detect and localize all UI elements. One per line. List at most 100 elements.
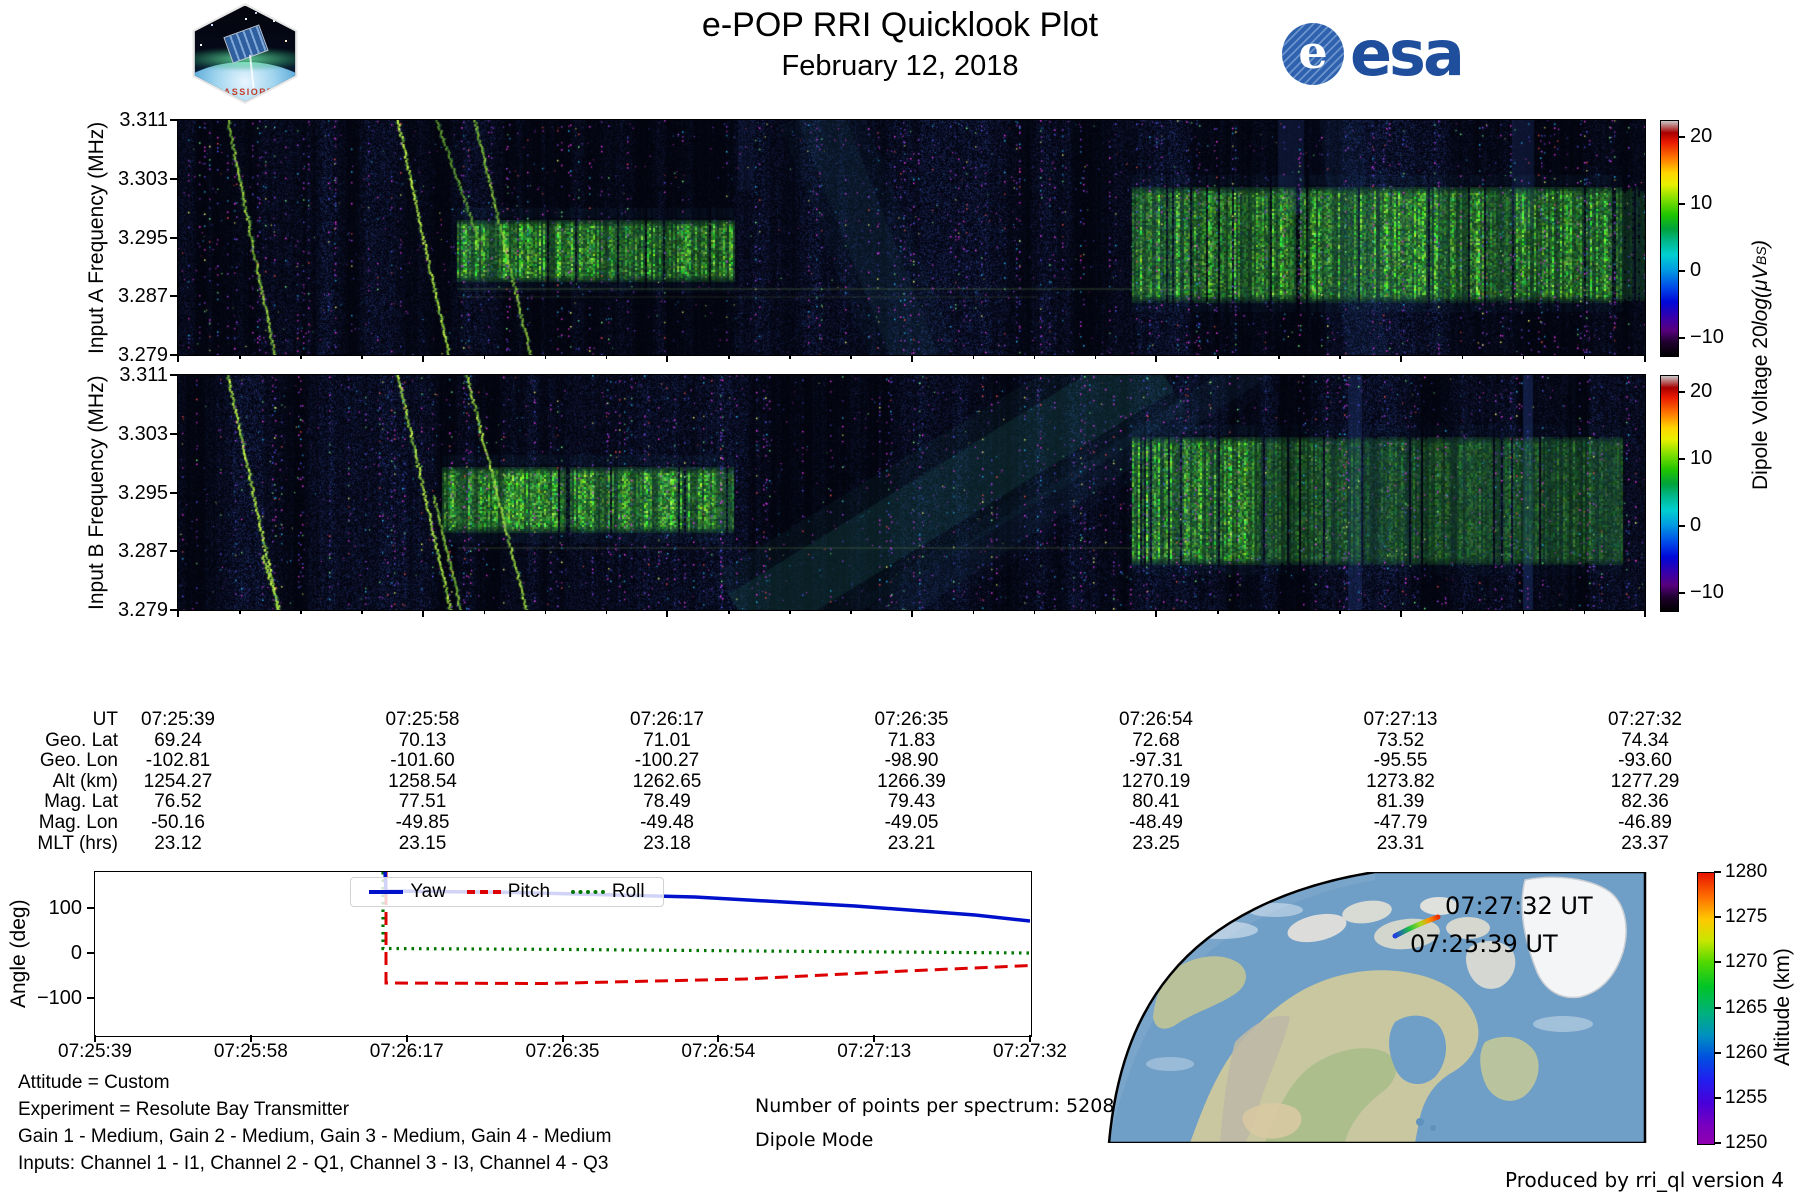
attitude-legend: Yaw Pitch Roll — [350, 877, 664, 907]
legend-item-yaw: Yaw — [369, 881, 446, 903]
freq-tick-mark — [170, 374, 177, 376]
dipole-tick-label: 0 — [1690, 259, 1702, 282]
note-produced: Produced by rri_ql version 4 — [1505, 1168, 1784, 1192]
time-tick-mark — [666, 355, 668, 362]
note-experiment: Experiment = Resolute Bay Transmitter — [18, 1099, 350, 1120]
time-minor-tick — [300, 610, 302, 614]
altitude-tick-mark — [1714, 1006, 1721, 1009]
time-tick-mark — [1644, 610, 1646, 617]
dipole-tick-mark — [1678, 270, 1685, 273]
page-title: e-POP RRI Quicklook Plot — [701, 6, 1099, 44]
legend-item-roll: Roll — [570, 881, 645, 903]
note-points: Number of points per spectrum: 5208 — [755, 1095, 1115, 1117]
time-minor-tick — [1094, 355, 1097, 359]
ephemeris-row-label: UT — [92, 709, 118, 730]
ephemeris-cell: 70.13 — [398, 729, 447, 751]
time-tick-mark — [910, 355, 913, 362]
ephemeris-cell: 69.24 — [154, 729, 202, 751]
altitude-tick-mark — [1714, 961, 1721, 964]
altitude-colorbar-label: Altitude (km) — [1771, 948, 1794, 1067]
freq-tick-label: 3.295 — [117, 226, 168, 249]
ephemeris-cell: 23.15 — [398, 832, 447, 854]
time-minor-tick — [1033, 355, 1036, 359]
time-minor-tick — [1033, 610, 1036, 614]
esa-logo-circle-icon: e — [1282, 23, 1344, 85]
ephemeris-cell: 23.12 — [154, 832, 202, 854]
dipole-colorbar-a — [1660, 120, 1679, 357]
attitude-xtick-label: 07:26:35 — [525, 1041, 600, 1062]
ephemeris-cell: 82.36 — [1621, 791, 1669, 813]
freq-tick-mark — [170, 236, 177, 239]
attitude-xtick-label: 07:26:17 — [369, 1041, 444, 1062]
ephemeris-cell: 80.41 — [1132, 791, 1180, 813]
altitude-tick-label: 1265 — [1725, 996, 1768, 1018]
time-minor-tick — [850, 610, 852, 614]
freq-tick-mark — [170, 609, 177, 611]
dipole-label-end: ) — [1749, 239, 1772, 247]
time-tick-mark — [1155, 610, 1157, 617]
ephemeris-cell: 1254.27 — [143, 770, 213, 792]
ephemeris-cell: 76.52 — [154, 791, 202, 813]
ephemeris-cell: 07:25:39 — [141, 709, 215, 730]
ephemeris-cell: 07:26:35 — [874, 709, 949, 730]
ephemeris-cell: 71.83 — [887, 729, 936, 751]
dipole-tick-mark — [1678, 202, 1685, 205]
time-minor-tick — [972, 355, 975, 359]
time-minor-tick — [605, 610, 608, 614]
freq-tick-label: 3.279 — [117, 599, 168, 621]
altitude-tick-label: 1255 — [1725, 1086, 1768, 1108]
ephemeris-cell: 78.49 — [643, 791, 691, 813]
yaw-line-sample-icon — [369, 890, 404, 894]
pitch-line — [384, 872, 1030, 986]
time-minor-tick — [605, 355, 608, 359]
ground-track-map: 07:27:32 UT 07:25:39 UT — [1107, 872, 1647, 1143]
time-minor-tick — [1339, 355, 1341, 359]
note-mode: Dipole Mode — [755, 1129, 874, 1151]
dipole-label-math: log(μV — [1749, 265, 1772, 326]
ephemeris-cell: -49.05 — [884, 812, 939, 833]
ephemeris-row-label: Mag. Lat — [44, 791, 118, 813]
altitude-tick-label: 1270 — [1725, 951, 1768, 973]
attitude-xtick-label: 07:27:32 — [993, 1041, 1067, 1062]
ephemeris-cell: 23.25 — [1132, 832, 1180, 854]
time-minor-tick — [850, 355, 852, 359]
ephemeris-cell: 1277.29 — [1610, 770, 1680, 792]
time-minor-tick — [1278, 610, 1280, 614]
freq-tick-label: 3.287 — [117, 285, 168, 308]
dipole-label-sub: BS — [1753, 246, 1769, 266]
map-track — [1392, 914, 1441, 939]
time-minor-tick — [239, 355, 241, 359]
dipole-tick-label: 10 — [1690, 191, 1713, 214]
altitude-tick-mark — [1714, 1051, 1721, 1054]
freq-tick-label: 3.311 — [119, 364, 168, 386]
roll-line-sample-icon — [570, 890, 605, 894]
attitude-xtick-mark — [873, 1035, 876, 1042]
freq-tick-label: 3.303 — [117, 422, 168, 445]
time-tick-mark — [177, 355, 179, 362]
esa-logo: e esa — [1282, 22, 1465, 86]
ephemeris-cell: 81.39 — [1376, 791, 1425, 813]
dipole-tick-mark — [1678, 525, 1685, 528]
ephemeris-cell: 71.01 — [643, 729, 691, 751]
cassiope-patch-label: CASSIOPE — [215, 86, 275, 97]
time-minor-tick — [1522, 610, 1525, 614]
time-minor-tick — [728, 355, 730, 359]
dipole-tick-label: 20 — [1690, 379, 1713, 402]
stars-decoration — [244, 17, 247, 20]
attitude-xtick-mark — [405, 1035, 408, 1042]
ephemeris-cell: 1266.39 — [877, 770, 946, 792]
time-tick-mark — [1155, 355, 1157, 362]
altitude-tick-mark — [1714, 1096, 1721, 1099]
altitude-tick-mark — [1714, 916, 1721, 919]
note-gains: Gain 1 - Medium, Gain 2 - Medium, Gain 3… — [18, 1126, 612, 1147]
attitude-ytick-label: −100 — [36, 987, 82, 1009]
time-minor-tick — [728, 610, 730, 614]
dipole-tick-mark — [1678, 135, 1685, 138]
dipole-tick-mark — [1678, 390, 1685, 393]
attitude-ytick-mark — [87, 907, 94, 909]
freq-tick-label: 3.295 — [117, 481, 168, 504]
ephemeris-cell: -97.31 — [1129, 750, 1183, 772]
time-minor-tick — [483, 610, 486, 614]
time-tick-mark — [1399, 610, 1402, 617]
cassiope-mission-patch: CASSIOPE — [192, 3, 298, 104]
